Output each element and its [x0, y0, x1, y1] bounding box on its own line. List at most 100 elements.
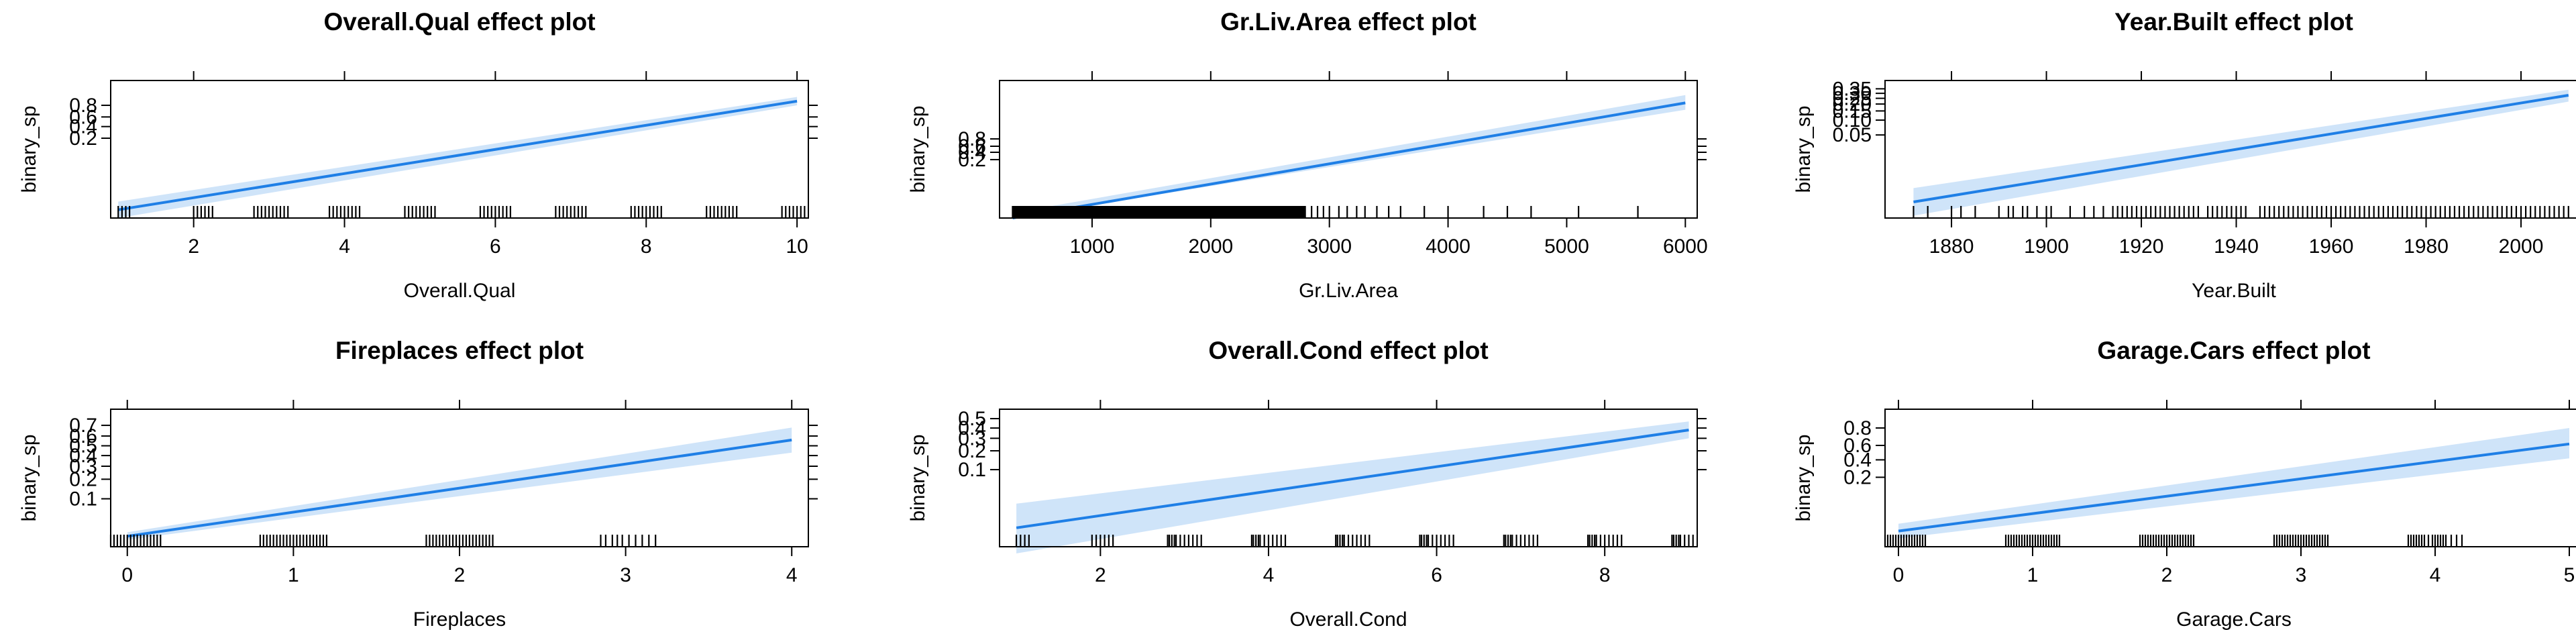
fitted-line [1016, 429, 1689, 529]
fitted-line [1913, 94, 2569, 203]
x-tick-label: 5000 [1544, 235, 1589, 258]
x-tick-label: 3000 [1307, 235, 1352, 258]
chart-title: Overall.Cond effect plot [1208, 337, 1488, 364]
rug-ticks [1012, 206, 1639, 218]
x-axis-label: Overall.Cond [1289, 608, 1407, 631]
y-tick-label: 0.05 [1833, 124, 1872, 146]
y-tick-label: 0.8 [958, 128, 986, 150]
effect-plot-panel: Garage.Cars effect plot 0 1 2 3 4 5 0.20.40.60.… [1792, 337, 2576, 631]
x-tick-label: 4 [1263, 564, 1275, 586]
x-tick-label: 1960 [2309, 235, 2354, 258]
y-tick-label: 0.4 [958, 417, 986, 439]
x-tick-label: 5 [2564, 564, 2575, 586]
rug-ticks [1913, 206, 2569, 218]
x-axis-label: Gr.Liv.Area [1299, 280, 1398, 302]
rug-ticks [1884, 535, 2463, 547]
x-tick-label: 8 [641, 235, 652, 258]
y-tick-label: 0.20 [1833, 93, 1872, 115]
effect-plot-panel: Overall.Cond effect plot 2 4 6 8 0.10.20.30.4… [907, 337, 1707, 631]
y-tick-label: 0.1 [69, 488, 97, 511]
x-tick-label: 1920 [2119, 235, 2164, 258]
x-tick-label: 3 [2296, 564, 2307, 586]
y-tick-label: 0.2 [958, 149, 986, 171]
x-tick-label: 1940 [2214, 235, 2259, 258]
effect-plot-panel: Gr.Liv.Area effect plot 1000 2000 3000 4000 5… [907, 8, 1708, 302]
y-tick-label: 0.8 [69, 95, 97, 117]
plot-frame [1884, 409, 2576, 547]
effect-plot-panel: Year.Built effect plot 1880 1900 1920 1940 19… [1792, 8, 2576, 302]
x-tick-label: 6 [490, 235, 501, 258]
y-tick-label: 0.6 [69, 425, 97, 447]
x-tick-label: 1980 [2404, 235, 2449, 258]
chart-title: Year.Built effect plot [2114, 8, 2353, 36]
y-tick-label: 0.7 [69, 415, 97, 437]
x-tick-label: 4 [339, 235, 350, 258]
x-tick-label: 4000 [1426, 235, 1470, 258]
plot-frame [110, 80, 809, 219]
x-tick-label: 10 [786, 235, 808, 258]
y-tick-label: 0.30 [1833, 83, 1872, 105]
x-tick-label: 1900 [2024, 235, 2069, 258]
y-tick-label: 0.3 [69, 455, 97, 478]
x-tick-label: 2 [2161, 564, 2173, 586]
chart-title: Fireplaces effect plot [335, 337, 584, 364]
x-axis-label: Garage.Cars [2176, 608, 2292, 631]
y-tick-label: 0.3 [958, 427, 986, 449]
x-tick-label: 1 [2027, 564, 2039, 586]
y-tick-label: 0.6 [1843, 435, 1872, 457]
y-tick-label: 0.2 [958, 440, 986, 462]
y-tick-label: 0.15 [1833, 100, 1872, 122]
x-tick-label: 1880 [1929, 235, 1974, 258]
y-tick-label: 0.1 [958, 459, 986, 481]
x-tick-label: 4 [786, 564, 798, 586]
confidence-band [1012, 95, 1686, 218]
y-tick-label: 0.2 [69, 127, 97, 150]
rug-ticks [109, 535, 657, 547]
y-axis-label: binary_sp [18, 105, 40, 193]
confidence-band [1913, 89, 2569, 216]
y-axis-label: binary_sp [1792, 105, 1815, 193]
x-tick-label: 0 [121, 564, 133, 586]
x-tick-label: 0 [1893, 564, 1904, 586]
y-tick-label: 0.2 [69, 468, 97, 490]
confidence-band [1016, 421, 1689, 553]
y-tick-label: 0.25 [1833, 88, 1872, 110]
x-tick-label: 3 [620, 564, 631, 586]
y-tick-label: 0.8 [1843, 417, 1872, 439]
confidence-band [1898, 428, 2569, 539]
x-tick-label: 2 [1095, 564, 1106, 586]
y-tick-label: 0.6 [69, 106, 97, 128]
x-tick-label: 4 [2430, 564, 2441, 586]
y-axis-label: binary_sp [907, 434, 929, 521]
x-tick-label: 1000 [1070, 235, 1115, 258]
chart-title: Overall.Qual effect plot [323, 8, 595, 36]
chart-title: Gr.Liv.Area effect plot [1220, 8, 1477, 36]
y-tick-label: 0.6 [958, 136, 986, 158]
x-tick-label: 6000 [1663, 235, 1708, 258]
x-tick-label: 2000 [1188, 235, 1233, 258]
confidence-band [118, 97, 798, 218]
y-tick-label: 0.4 [958, 142, 986, 164]
y-tick-label: 0.4 [1843, 449, 1872, 471]
effect-plot-panel: Overall.Qual effect plot 2 4 6 8 10 0.20.40.60… [18, 8, 818, 302]
y-axis-label: binary_sp [18, 434, 40, 521]
fitted-line [1898, 442, 2570, 533]
x-axis-label: Fireplaces [413, 608, 506, 631]
y-tick-label: 0.4 [69, 116, 97, 138]
rug-ticks [117, 206, 806, 218]
y-axis-label: binary_sp [907, 105, 929, 193]
fitted-line [1012, 101, 1686, 219]
chart-title: Garage.Cars effect plot [2097, 337, 2370, 364]
x-axis-label: Year.Built [2192, 280, 2276, 302]
y-tick-label: 0.2 [1843, 466, 1872, 488]
fitted-line [117, 99, 798, 211]
x-tick-label: 2 [188, 235, 199, 258]
y-tick-label: 0.35 [1833, 78, 1872, 100]
y-tick-label: 0.10 [1833, 109, 1872, 131]
fitted-line [127, 438, 792, 538]
x-tick-label: 8 [1599, 564, 1611, 586]
y-tick-label: 0.5 [958, 408, 986, 430]
plot-frame [1884, 80, 2576, 219]
